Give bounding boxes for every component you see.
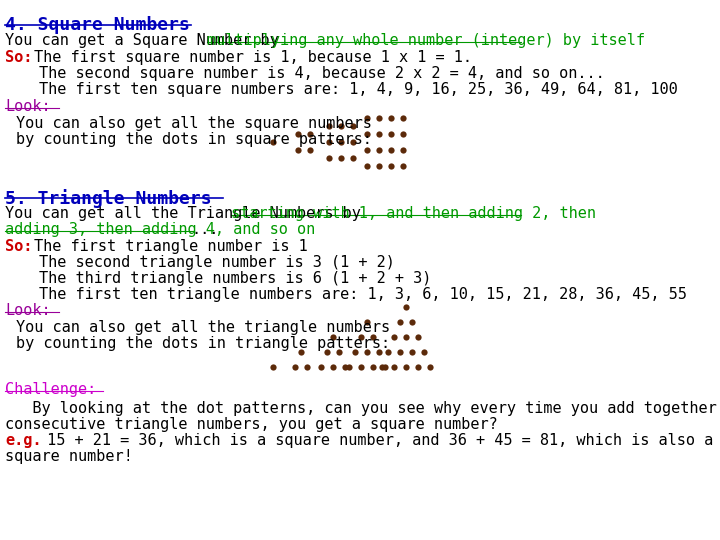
Text: adding 3, then adding 4, and so on: adding 3, then adding 4, and so on [5, 222, 315, 238]
Text: The second triangle number is 3 (1 + 2): The second triangle number is 3 (1 + 2) [40, 255, 395, 270]
Text: You can also get all the triangle numbers: You can also get all the triangle number… [16, 320, 390, 335]
Text: The first square number is 1, because 1 x 1 = 1.: The first square number is 1, because 1 … [34, 50, 472, 65]
Text: ...: ... [192, 222, 219, 238]
Text: By looking at the dot patterns, can you see why every time you add together two: By looking at the dot patterns, can you … [5, 401, 720, 416]
Text: 4. Square Numbers: 4. Square Numbers [5, 16, 190, 34]
Text: You can get a Square Number by: You can get a Square Number by [5, 33, 288, 49]
Text: multiplying any whole number (integer) by itself: multiplying any whole number (integer) b… [207, 33, 645, 49]
Text: The first triangle number is 1: The first triangle number is 1 [34, 239, 308, 254]
Text: 15 + 21 = 36, which is a square number, and 36 + 45 = 81, which is also a: 15 + 21 = 36, which is a square number, … [37, 433, 713, 448]
Text: by counting the dots in triangle patters:: by counting the dots in triangle patters… [16, 336, 390, 351]
Text: The first ten square numbers are: 1, 4, 9, 16, 25, 36, 49, 64, 81, 100: The first ten square numbers are: 1, 4, … [40, 82, 678, 97]
Text: The first ten triangle numbers are: 1, 3, 6, 10, 15, 21, 28, 36, 45, 55: The first ten triangle numbers are: 1, 3… [40, 287, 687, 302]
Text: So:: So: [5, 239, 32, 254]
Text: You can get all the Triangle Numbers by: You can get all the Triangle Numbers by [5, 206, 370, 221]
Text: starting with 1, and then adding 2, then: starting with 1, and then adding 2, then [230, 206, 595, 221]
Text: consecutive triangle numbers, you get a square number?: consecutive triangle numbers, you get a … [5, 417, 498, 432]
Text: Look:: Look: [5, 99, 51, 114]
Text: You can also get all the square numbers: You can also get all the square numbers [16, 116, 372, 131]
Text: So:: So: [5, 50, 32, 65]
Text: by counting the dots in square patters:: by counting the dots in square patters: [16, 132, 372, 147]
Text: e.g.: e.g. [5, 433, 42, 448]
Text: Challenge:: Challenge: [5, 382, 96, 397]
Text: The second square number is 4, because 2 x 2 = 4, and so on...: The second square number is 4, because 2… [40, 66, 605, 81]
Text: square number!: square number! [5, 449, 133, 464]
Text: The third triangle numbers is 6 (1 + 2 + 3): The third triangle numbers is 6 (1 + 2 +… [40, 271, 432, 286]
Text: 5. Triangle Numbers: 5. Triangle Numbers [5, 189, 212, 208]
Text: Look:: Look: [5, 303, 51, 319]
